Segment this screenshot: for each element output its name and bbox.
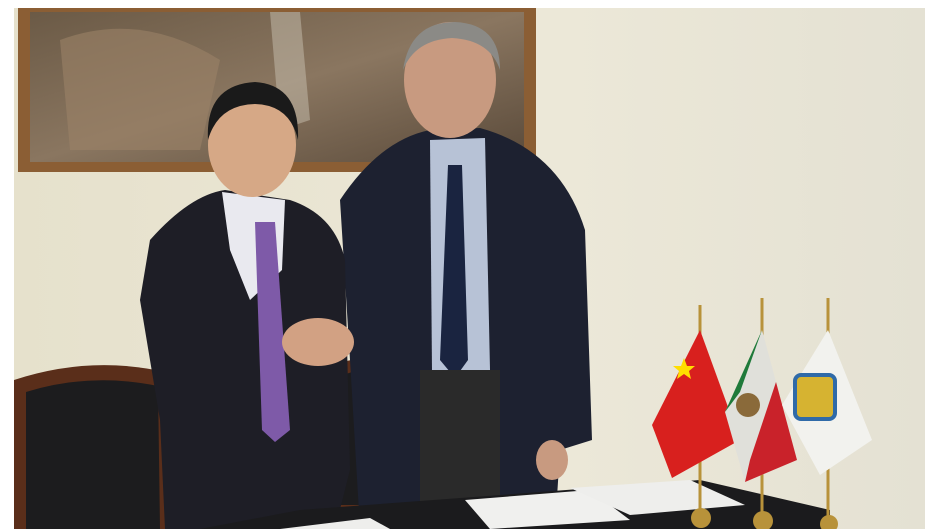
person-face: [208, 93, 296, 197]
person-face: [404, 22, 496, 138]
flag-base: [820, 515, 838, 529]
flag-base: [691, 508, 711, 528]
flag-emblem: [736, 393, 760, 417]
flag-china: [652, 330, 740, 478]
person-hand: [536, 440, 568, 480]
flag-star: [673, 358, 695, 379]
person-hair: [207, 82, 299, 140]
person-trousers: [420, 370, 500, 510]
document: [280, 518, 390, 529]
flag-base: [753, 511, 773, 529]
document: [465, 490, 630, 529]
flag-emblem: [793, 373, 837, 421]
person-hair: [403, 22, 500, 70]
handshake: [282, 318, 354, 366]
flag-mexico-red: [745, 382, 797, 482]
person-tie: [440, 165, 468, 378]
chair-back: [26, 380, 160, 529]
painting-figure: [60, 28, 220, 150]
person-suit: [140, 190, 350, 529]
person-tie: [255, 222, 290, 442]
flag-mexico-green: [725, 330, 762, 412]
